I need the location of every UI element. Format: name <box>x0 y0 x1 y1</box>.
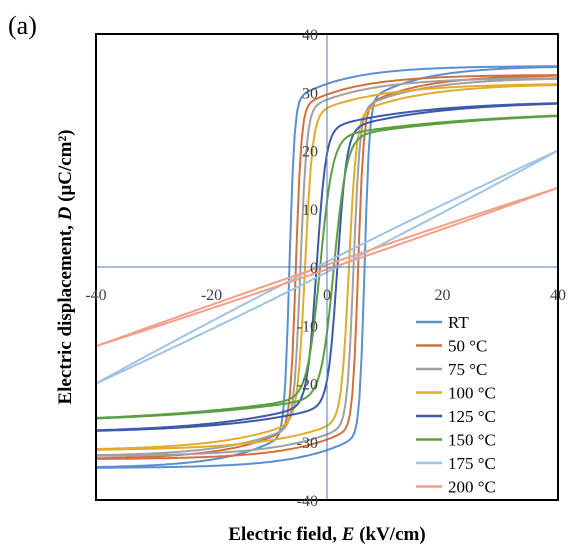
legend-label: 75 °C <box>448 360 487 379</box>
y-tick-label: 30 <box>302 85 318 102</box>
y-tick-label: -10 <box>297 318 318 335</box>
panel-label: (a) <box>8 11 37 40</box>
x-axis-label-var: E <box>341 524 355 545</box>
legend-label: 175 °C <box>448 454 496 473</box>
legend-label: 50 °C <box>448 337 487 356</box>
x-tick-label: -20 <box>201 287 222 304</box>
plot-frame <box>95 33 559 501</box>
x-tick-label: 0 <box>323 287 331 304</box>
legend-label: RT <box>448 313 469 332</box>
x-tick-label: -40 <box>85 287 106 304</box>
y-axis-label-var: D <box>55 206 76 221</box>
legend-label: 200 °C <box>448 478 496 497</box>
legend-label: 150 °C <box>448 431 496 450</box>
legend: RT 50 °C 75 °C 100 °C 125 °C 150 °C 175 °C 200 … <box>416 313 496 497</box>
x-axis-label: Electric field, E (kV/cm) <box>228 524 425 545</box>
y-axis-label-post: (μC/cm²) <box>55 129 76 206</box>
y-tick-label: 40 <box>302 27 318 44</box>
legend-label: 100 °C <box>448 384 496 403</box>
y-tick-label: 20 <box>302 144 318 161</box>
x-axis-label-post: (kV/cm) <box>354 524 425 545</box>
y-tick-label: -40 <box>297 493 318 510</box>
y-tick-label: -20 <box>297 377 318 394</box>
x-axis-label-pre: Electric field, <box>228 524 341 545</box>
y-tick-label: 0 <box>310 260 318 277</box>
legend-label: 125 °C <box>448 407 496 426</box>
x-tick-label: 20 <box>435 287 451 304</box>
y-axis-label: Electric displacement, D (μC/cm²) <box>55 129 76 404</box>
x-tick-label: 40 <box>550 287 566 304</box>
y-tick-label: -30 <box>297 435 318 452</box>
y-tick-label: 10 <box>302 202 318 219</box>
y-axis-label-pre: Electric displacement, <box>55 220 76 404</box>
tick-labels: -40 -20 0 20 40 -40 -30 -20 -10 0 10 20 30 40 <box>85 27 566 510</box>
